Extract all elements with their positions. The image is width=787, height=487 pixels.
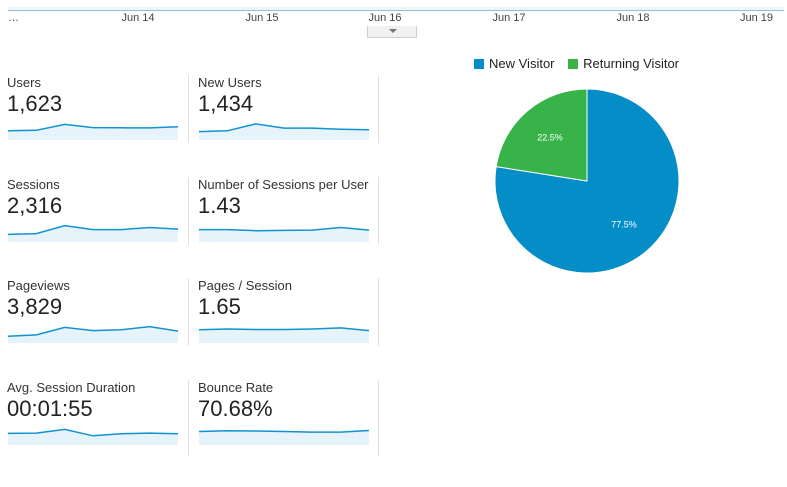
metric-sessions[interactable]: Sessions 2,316 [7,177,187,255]
metric-label: New Users [198,75,262,90]
divider [188,380,189,456]
sparkline [8,325,178,343]
metric-new-users[interactable]: New Users 1,434 [198,75,378,153]
metric-value: 00:01:55 [7,396,93,421]
sparkline-line [199,429,369,433]
sparkline [199,429,369,445]
date-label: … [8,12,19,24]
sparkline [8,428,178,445]
date-label: Jun 14 [121,12,155,24]
timeline-chart-area [8,7,784,11]
divider [378,177,379,245]
sparkline [199,226,369,242]
sparkline-area [199,327,369,343]
metric-label: Pages / Session [198,278,292,293]
divider [188,278,189,346]
metric-value: 1.43 [198,193,241,218]
metric-value: 2,316 [7,193,63,218]
sparkline-line [8,123,178,132]
metric-value: 1,623 [7,91,63,116]
metric-avg-session-duration[interactable]: Avg. Session Duration 00:01:55 [7,380,187,458]
pie-slice-label: 22.5% [537,133,563,143]
metric-pageviews[interactable]: Pageviews 3,829 [7,278,187,356]
pie-slice-label: 77.5% [611,219,637,229]
sparkline-line [199,327,369,332]
metric-value: 1,434 [198,91,254,116]
divider [378,380,379,456]
date-label: Jun 18 [616,12,650,24]
legend-item-new-visitor[interactable]: New Visitor [474,56,555,71]
metric-label: Users [7,75,41,90]
metric-value: 3,829 [7,294,63,319]
date-label: Jun 17 [492,12,526,24]
metric-bounce-rate[interactable]: Bounce Rate 70.68% [198,380,378,458]
collapse-chart-toggle[interactable] [367,26,417,38]
sparkline-line [199,123,369,133]
sparkline [8,224,178,242]
metric-label: Avg. Session Duration [7,380,136,395]
sparkline [199,327,369,343]
divider [378,278,379,346]
divider [188,177,189,245]
sparkline-line [8,428,178,437]
divider [188,75,189,143]
visitor-type-pie-chart: 77.5% 22.5% [494,88,680,274]
sparkline-area [199,430,369,445]
pie-slice-returning-visitor [495,88,588,182]
pie-slice-new-visitor [494,88,680,274]
legend-swatch [474,59,484,69]
metric-label: Bounce Rate [198,380,274,395]
sparkline-line [199,226,369,232]
sparkline-area [8,429,178,445]
sparkline-area [8,124,178,140]
legend-label: New Visitor [489,56,555,71]
pie-legend: New Visitor Returning Visitor [474,56,689,72]
date-label: Jun 15 [245,12,279,24]
sparkline-area [199,123,369,140]
legend-label: Returning Visitor [583,56,680,71]
metric-value: 1.65 [198,294,241,319]
sparkline-area [199,227,369,242]
date-label: Jun 16 [368,12,402,24]
legend-swatch [568,59,579,69]
sparkline [8,123,178,140]
sparkline [199,123,369,140]
chevron-down-icon [389,29,397,33]
metric-pages-per-session[interactable]: Pages / Session 1.65 [198,278,378,356]
metric-label: Number of Sessions per User [198,177,369,192]
metric-label: Sessions [7,177,60,192]
legend-item-returning-visitor[interactable]: Returning Visitor [568,56,679,71]
date-label: Jun 19 [739,12,773,24]
metric-sessions-per-user[interactable]: Number of Sessions per User 1.43 [198,177,378,255]
metric-value: 70.68% [198,396,273,421]
sparkline-line [8,325,178,337]
timeline-chart: … Jun 14 Jun 15 Jun 16 Jun 17 Jun 18 Jun… [0,0,787,42]
sparkline-line [8,224,178,236]
metric-label: Pageviews [7,278,70,293]
divider [378,75,379,143]
metric-users[interactable]: Users 1,623 [7,75,187,153]
sparkline-area [8,326,178,343]
